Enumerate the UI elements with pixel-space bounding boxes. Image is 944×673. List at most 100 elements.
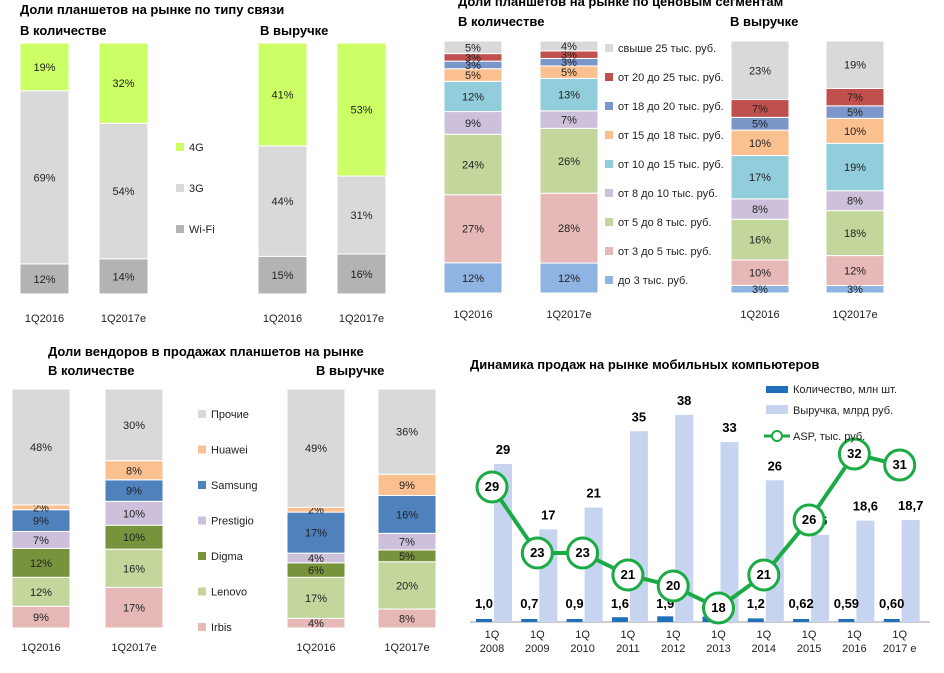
price-segment-category-label: 1Q2016	[453, 309, 492, 321]
revenue-bar	[811, 534, 830, 622]
quantity-bar	[657, 616, 674, 622]
connection-type-legend-label: 3G	[189, 183, 204, 195]
vendor-data-label: 16%	[123, 563, 145, 575]
vendor-legend-swatch	[198, 410, 206, 418]
category-label: 1Q	[485, 629, 500, 641]
vendor-category-label: 1Q2016	[296, 642, 335, 654]
revenue-bar	[720, 442, 739, 622]
asp-data-label: 21	[757, 567, 771, 582]
price-segment-data-label: 8%	[847, 196, 863, 208]
connection-type-category-label: 1Q2016	[263, 313, 302, 325]
connection-type-bar-segment-3g	[257, 145, 308, 257]
connection-type-subtitle-quantity: В количестве	[20, 23, 106, 38]
connection-type-bar-segment-wi-fi	[98, 258, 149, 295]
asp-marker	[747, 558, 781, 592]
vendor-data-label: 17%	[123, 603, 145, 615]
category-label: 2013	[706, 643, 730, 655]
quantity-data-label: 0,9	[566, 596, 584, 611]
asp-data-label: 26	[802, 512, 816, 527]
connection-type-bar-segment-4g	[98, 42, 149, 124]
price-segment-bar-segment-s25	[443, 40, 503, 55]
price-segment-category-label: 1Q2017e	[832, 309, 877, 321]
price-segment-data-label: 12%	[462, 91, 484, 103]
vendor-data-label: 10%	[123, 508, 145, 520]
connection-type-data-label: 53%	[350, 105, 372, 117]
revenue-bar	[629, 431, 648, 622]
asp-data-label: 29	[485, 479, 499, 494]
quantity-bar	[521, 619, 538, 622]
vendor-data-label: 7%	[399, 537, 415, 549]
category-label: 1Q	[711, 629, 726, 641]
connection-type-category-label: 1Q2017e	[339, 313, 384, 325]
quantity-bar	[883, 619, 900, 622]
asp-data-label: 23	[530, 545, 544, 560]
sales-dynamics-chart: Динамика продаж на рынке мобильных компь…	[470, 357, 930, 655]
price-segment-subtitle-revenue: В выручке	[730, 14, 798, 29]
price-segment-bar-segment-s0	[539, 262, 599, 294]
price-segment-data-label: 16%	[749, 235, 771, 247]
connection-type-bar-segment-4g	[336, 42, 387, 177]
category-label: 1Q	[530, 629, 545, 641]
connection-type-legend-label: Wi-Fi	[189, 224, 215, 236]
asp-data-label: 18	[711, 600, 725, 615]
revenue-bar	[901, 520, 920, 622]
asp-marker	[837, 437, 871, 471]
legend-label-asp: ASP, тыс. руб.	[793, 431, 865, 443]
connection-type-bar-segment-3g	[19, 90, 70, 265]
connection-type-data-label: 44%	[271, 196, 293, 208]
category-label: 2010	[570, 643, 594, 655]
price-segment-bar-segment-s25	[539, 40, 599, 52]
vendor-data-label: 4%	[308, 618, 324, 630]
asp-data-label: 31	[892, 457, 906, 472]
vendor-bar-segment-lenovo	[286, 576, 346, 619]
vendor-legend-label: Huawei	[211, 445, 248, 457]
legend-swatch-quantity	[766, 386, 788, 393]
price-segment-legend-swatch	[605, 247, 613, 255]
connection-type-category-label: 1Q2016	[25, 313, 64, 325]
price-segment-data-label: 27%	[462, 224, 484, 236]
vendor-data-label: 9%	[33, 612, 49, 624]
revenue-data-label: 33	[722, 420, 736, 435]
price-segment-data-label: 10%	[749, 268, 771, 280]
sales-dynamics-title: Динамика продаж на рынке мобильных компь…	[470, 357, 819, 372]
price-segment-bar-segment-s3	[825, 255, 885, 287]
connection-type-data-label: 69%	[33, 172, 55, 184]
connection-type-bar-segment-4g	[19, 42, 70, 92]
price-segment-data-label: 3%	[465, 60, 481, 72]
vendor-data-label: 17%	[305, 528, 327, 540]
price-segment-data-label: 26%	[558, 156, 580, 168]
vendor-legend-label: Lenovo	[211, 587, 247, 599]
quantity-data-label: 1,6	[611, 596, 629, 611]
vendor-data-label: 7%	[33, 535, 49, 547]
vendor-subtitle-quantity: В количестве	[48, 363, 134, 378]
price-segment-data-label: 10%	[749, 138, 771, 150]
price-segment-legend-label: от 5 до 8 тыс. руб.	[618, 217, 711, 229]
vendor-title: Доли вендоров в продажах планшетов на ры…	[48, 344, 364, 359]
asp-data-label: 21	[621, 567, 635, 582]
connection-type-legend-swatch	[176, 184, 184, 192]
vendor-data-label: 5%	[399, 551, 415, 563]
vendor-category-label: 1Q2016	[21, 642, 60, 654]
price-segment-bar-segment-s5	[539, 127, 599, 194]
quantity-data-label: 1,2	[747, 596, 765, 611]
price-segment-bar-segment-s25	[730, 40, 790, 101]
vendor-category-label: 1Q2017e	[384, 642, 429, 654]
vendor-data-label: 17%	[305, 593, 327, 605]
vendor-data-label: 6%	[308, 565, 324, 577]
category-label: 2014	[752, 643, 776, 655]
price-segment-bar-segment-s5	[443, 133, 503, 196]
price-segment-bar-segment-s15	[730, 129, 790, 157]
vendor-legend-label: Irbis	[211, 622, 232, 634]
revenue-bar	[494, 463, 512, 622]
connection-type-bar-segment-3g	[98, 122, 149, 260]
price-segment-data-label: 3%	[465, 52, 481, 64]
price-segment-data-label: 10%	[844, 126, 866, 138]
price-segment-legend-swatch	[605, 189, 613, 197]
connection-type-chart: Доли планшетов на рынке по типу связи В к…	[19, 2, 387, 325]
price-segment-data-label: 3%	[561, 50, 577, 62]
category-label: 1Q	[847, 629, 862, 641]
category-label: 1Q	[575, 629, 590, 641]
asp-marker	[475, 470, 509, 504]
price-segment-data-label: 7%	[561, 115, 577, 127]
